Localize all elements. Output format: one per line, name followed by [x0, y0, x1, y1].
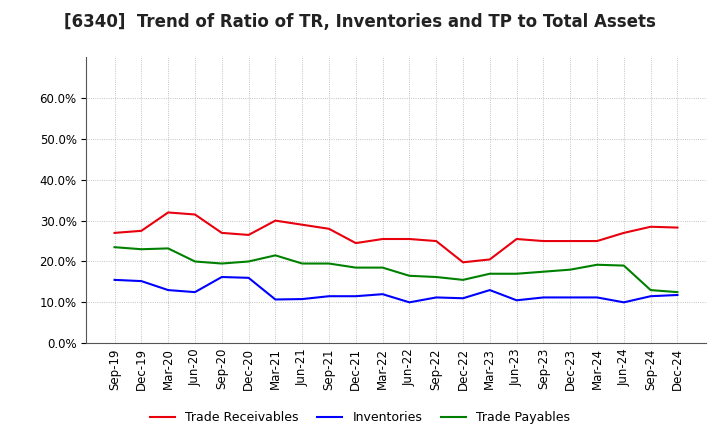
Trade Payables	[459, 277, 467, 282]
Inventories	[244, 275, 253, 280]
Inventories	[432, 295, 441, 300]
Line: Trade Receivables: Trade Receivables	[114, 213, 678, 262]
Inventories	[137, 279, 145, 284]
Inventories	[593, 295, 601, 300]
Inventories	[566, 295, 575, 300]
Trade Receivables	[566, 238, 575, 244]
Trade Receivables	[513, 236, 521, 242]
Trade Payables	[378, 265, 387, 270]
Trade Payables	[137, 246, 145, 252]
Trade Receivables	[298, 222, 307, 227]
Trade Receivables	[432, 238, 441, 244]
Trade Receivables	[485, 257, 494, 262]
Trade Payables	[351, 265, 360, 270]
Trade Receivables	[539, 238, 548, 244]
Trade Payables	[673, 290, 682, 295]
Inventories	[217, 275, 226, 280]
Trade Payables	[405, 273, 414, 279]
Line: Inventories: Inventories	[114, 277, 678, 302]
Inventories	[378, 292, 387, 297]
Trade Payables	[298, 261, 307, 266]
Inventories	[191, 290, 199, 295]
Trade Payables	[325, 261, 333, 266]
Text: [6340]  Trend of Ratio of TR, Inventories and TP to Total Assets: [6340] Trend of Ratio of TR, Inventories…	[64, 13, 656, 31]
Inventories	[351, 293, 360, 299]
Trade Payables	[566, 267, 575, 272]
Inventories	[325, 293, 333, 299]
Inventories	[298, 297, 307, 302]
Inventories	[647, 293, 655, 299]
Trade Receivables	[244, 232, 253, 238]
Trade Payables	[485, 271, 494, 276]
Trade Payables	[217, 261, 226, 266]
Trade Payables	[619, 263, 628, 268]
Trade Receivables	[378, 236, 387, 242]
Trade Receivables	[217, 230, 226, 235]
Legend: Trade Receivables, Inventories, Trade Payables: Trade Receivables, Inventories, Trade Pa…	[145, 407, 575, 429]
Trade Payables	[513, 271, 521, 276]
Trade Payables	[244, 259, 253, 264]
Inventories	[485, 287, 494, 293]
Trade Receivables	[673, 225, 682, 230]
Trade Receivables	[405, 236, 414, 242]
Trade Payables	[164, 246, 173, 251]
Trade Receivables	[619, 230, 628, 235]
Trade Payables	[110, 245, 119, 250]
Trade Receivables	[647, 224, 655, 229]
Inventories	[539, 295, 548, 300]
Inventories	[619, 300, 628, 305]
Trade Payables	[539, 269, 548, 275]
Trade Receivables	[137, 228, 145, 234]
Inventories	[459, 296, 467, 301]
Trade Payables	[191, 259, 199, 264]
Trade Receivables	[191, 212, 199, 217]
Trade Payables	[647, 287, 655, 293]
Trade Receivables	[351, 240, 360, 246]
Inventories	[110, 277, 119, 282]
Trade Receivables	[325, 226, 333, 231]
Inventories	[405, 300, 414, 305]
Trade Payables	[593, 262, 601, 268]
Line: Trade Payables: Trade Payables	[114, 247, 678, 292]
Trade Payables	[432, 275, 441, 280]
Trade Receivables	[459, 260, 467, 265]
Trade Receivables	[110, 230, 119, 235]
Trade Receivables	[271, 218, 279, 223]
Inventories	[164, 287, 173, 293]
Trade Receivables	[164, 210, 173, 215]
Inventories	[271, 297, 279, 302]
Trade Receivables	[593, 238, 601, 244]
Inventories	[513, 297, 521, 303]
Trade Payables	[271, 253, 279, 258]
Inventories	[673, 292, 682, 297]
